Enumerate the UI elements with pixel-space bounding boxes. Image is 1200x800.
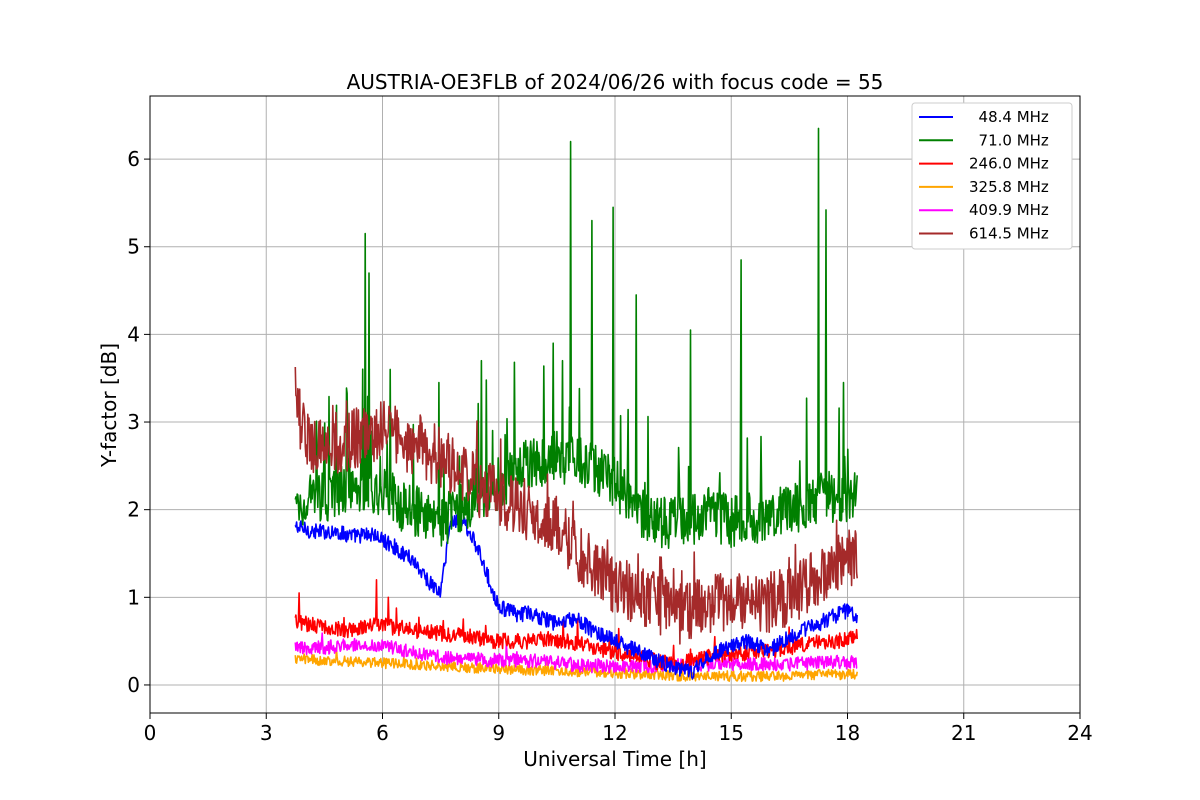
legend: 48.4 MHz 71.0 MHz 246.0 MHz 325.8 MHz 409.9… — [911, 102, 1073, 250]
series-line-325-8 — [294, 649, 858, 683]
y-axis-ticks: 0 1 2 3 4 5 6 — [127, 147, 150, 697]
legend-label-409-9: 409.9 MHz — [969, 201, 1049, 219]
x-tick-label: 9 — [492, 721, 505, 745]
x-tick-label: 6 — [376, 721, 389, 745]
y-tick-label: 3 — [127, 410, 140, 434]
x-tick-label: 18 — [835, 721, 860, 745]
legend-label-614-5: 614.5 MHz — [969, 225, 1049, 243]
x-tick-label: 3 — [260, 721, 273, 745]
y-tick-label: 0 — [127, 673, 140, 697]
series-line-48-4 — [294, 513, 858, 680]
x-tick-label: 21 — [951, 721, 976, 745]
series-line-246-0 — [294, 579, 858, 671]
chart-title: AUSTRIA-OE3FLB of 2024/06/26 with focus … — [347, 70, 884, 94]
x-axis-ticks: 0 3 6 9 12 15 18 21 24 — [144, 713, 1093, 745]
legend-label-246-0: 246.0 MHz — [969, 155, 1049, 173]
x-tick-label: 15 — [719, 721, 744, 745]
y-tick-label: 5 — [127, 235, 140, 259]
series-lines — [294, 127, 858, 683]
y-tick-label: 2 — [127, 498, 140, 522]
x-axis-label: Universal Time [h] — [523, 747, 706, 771]
x-tick-label: 0 — [144, 721, 157, 745]
y-tick-label: 6 — [127, 147, 140, 171]
x-tick-label: 24 — [1067, 721, 1092, 745]
y-tick-label: 1 — [127, 585, 140, 609]
legend-label-325-8: 325.8 MHz — [969, 178, 1049, 196]
series-line-71-0 — [294, 127, 858, 549]
x-tick-label: 12 — [602, 721, 627, 745]
legend-label-48-4: 48.4 MHz — [969, 108, 1049, 126]
series-line-409-9 — [294, 632, 858, 674]
y-axis-label: Y-factor [dB] — [97, 343, 121, 468]
y-tick-label: 4 — [127, 322, 140, 346]
series-line-614-5 — [294, 366, 858, 645]
legend-label-71-0: 71.0 MHz — [969, 131, 1049, 149]
